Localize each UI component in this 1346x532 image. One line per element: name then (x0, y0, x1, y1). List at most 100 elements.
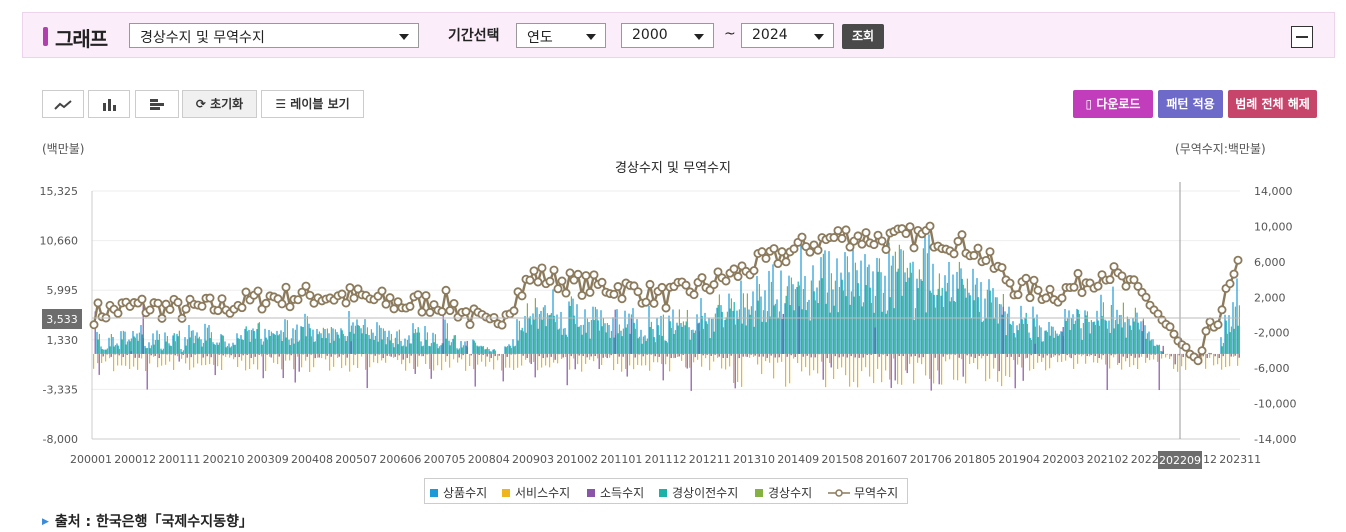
horizontal-bar-button[interactable] (135, 90, 179, 118)
bar-services-balance (713, 353, 715, 362)
hover-y-label-box (42, 309, 82, 329)
x-tick-label: 201112 (645, 453, 687, 466)
bar-services-balance (149, 353, 151, 364)
bar-services-balance (1005, 353, 1007, 376)
bar-transfer-balance (549, 314, 551, 354)
bar-current-account (274, 334, 276, 354)
label-view-button[interactable]: ☰ 레이블 보기 (261, 90, 364, 118)
bar-transfer-balance (421, 346, 423, 354)
indicator-select[interactable]: 경상수지 및 무역수지 (129, 23, 419, 48)
bar-goods-balance (772, 264, 774, 354)
legend-item-income[interactable]: 소득수지 (587, 484, 644, 501)
line-chart-button[interactable] (42, 90, 84, 118)
bar-transfer-balance (837, 312, 839, 354)
bar-services-balance (385, 353, 387, 363)
bar-goods-balance (100, 346, 102, 354)
bar-current-account (794, 289, 796, 354)
bar-services-balance (445, 353, 447, 362)
bar-transfer-balance (105, 349, 107, 354)
legend-label: 경상수지 (768, 486, 813, 500)
bar-transfer-balance (725, 317, 727, 354)
bar-transfer-balance (909, 262, 911, 354)
bar-goods-balance (384, 330, 386, 354)
bar-transfer-balance (973, 300, 975, 354)
period-unit-select[interactable]: 연도 (516, 23, 606, 48)
trade-balance-point (261, 298, 271, 308)
legend-off-button[interactable]: 범례 전체 해제 (1228, 90, 1317, 118)
reset-button[interactable]: ⟳ 초기화 (182, 90, 257, 118)
bar-goods-balance (120, 331, 122, 354)
bar-current-account (138, 332, 140, 354)
legend-item-trade-balance[interactable]: 무역수지 (828, 484, 898, 501)
bar-goods-balance (688, 327, 690, 354)
bar-services-balance (133, 353, 135, 367)
legend-item-services[interactable]: 서비스수지 (502, 484, 570, 501)
bar-current-account (522, 331, 524, 354)
bar-income-balance (522, 353, 524, 356)
bar-income-balance (374, 353, 376, 356)
bar-goods-balance (852, 249, 854, 354)
bar-goods-balance (172, 335, 174, 354)
to-year-select[interactable]: 2024 (741, 23, 834, 48)
bar-current-account (126, 341, 128, 354)
legend-item-current-account[interactable]: 경상수지 (755, 484, 812, 501)
bar-goods-balance (1128, 318, 1130, 354)
hover-x-label-box (1158, 451, 1202, 469)
bar-current-account (1022, 323, 1024, 354)
bar-transfer-balance (285, 337, 287, 354)
search-button[interactable]: 조회 (842, 24, 884, 49)
bar-income-balance (1066, 353, 1068, 356)
collapse-button[interactable] (1291, 26, 1313, 48)
bar-services-balance (541, 353, 543, 368)
legend-item-transfer[interactable]: 경상이전수지 (659, 484, 738, 501)
bar-current-account (266, 339, 268, 354)
bar-goods-balance (1008, 306, 1010, 354)
trade-balance-point (813, 245, 823, 255)
period-label: 기간선택 (448, 28, 500, 44)
bar-goods-balance (216, 342, 218, 354)
bar-goods-balance (228, 343, 230, 354)
bar-current-account (122, 330, 124, 354)
bar-goods-balance (440, 345, 442, 354)
bar-transfer-balance (729, 308, 731, 354)
bar-goods-balance (96, 331, 98, 354)
bar-income-balance (942, 353, 944, 357)
bar-goods-balance (748, 309, 750, 354)
bar-services-balance (137, 353, 139, 370)
bar-goods-balance (680, 322, 682, 354)
from-year-select[interactable]: 2000 (621, 23, 714, 48)
bar-income-balance (130, 351, 132, 354)
bar-current-account (574, 323, 576, 354)
bar-services-balance (997, 353, 999, 382)
legend-label: 상품수지 (443, 486, 488, 500)
trade-balance-point (1029, 275, 1039, 285)
bar-transfer-balance (609, 337, 611, 354)
bar-goods-balance (212, 342, 214, 354)
bar-services-balance (193, 353, 195, 368)
bar-transfer-balance (309, 328, 311, 354)
download-button[interactable]: ▯ 다운로드 (1073, 90, 1153, 118)
bar-services-balance (217, 353, 219, 367)
bar-transfer-balance (389, 340, 391, 354)
bar-transfer-balance (617, 333, 619, 354)
bar-current-account (434, 334, 436, 354)
bar-services-balance (981, 353, 983, 359)
legend-item-goods[interactable]: 상품수지 (430, 484, 487, 501)
bar-services-balance (421, 353, 423, 357)
bar-current-account (746, 293, 748, 354)
trade-balance-point (909, 243, 919, 253)
bar-income-balance (734, 353, 736, 389)
bar-goods-balance (840, 272, 842, 354)
pattern-button[interactable]: 패턴 적용 (1158, 90, 1223, 118)
bar-transfer-balance (557, 329, 559, 354)
bar-services-balance (1077, 353, 1079, 364)
bar-goods-balance (600, 310, 602, 354)
bar-current-account (578, 326, 580, 354)
bar-services-balance (489, 353, 491, 362)
bar-chart-button[interactable] (88, 90, 130, 118)
trade-balance-point (113, 308, 123, 318)
bar-transfer-balance (569, 305, 571, 354)
chart-title: 경상수지 및 무역수지 (615, 161, 731, 176)
bar-income-balance (790, 353, 792, 356)
trade-balance-point (645, 279, 655, 289)
